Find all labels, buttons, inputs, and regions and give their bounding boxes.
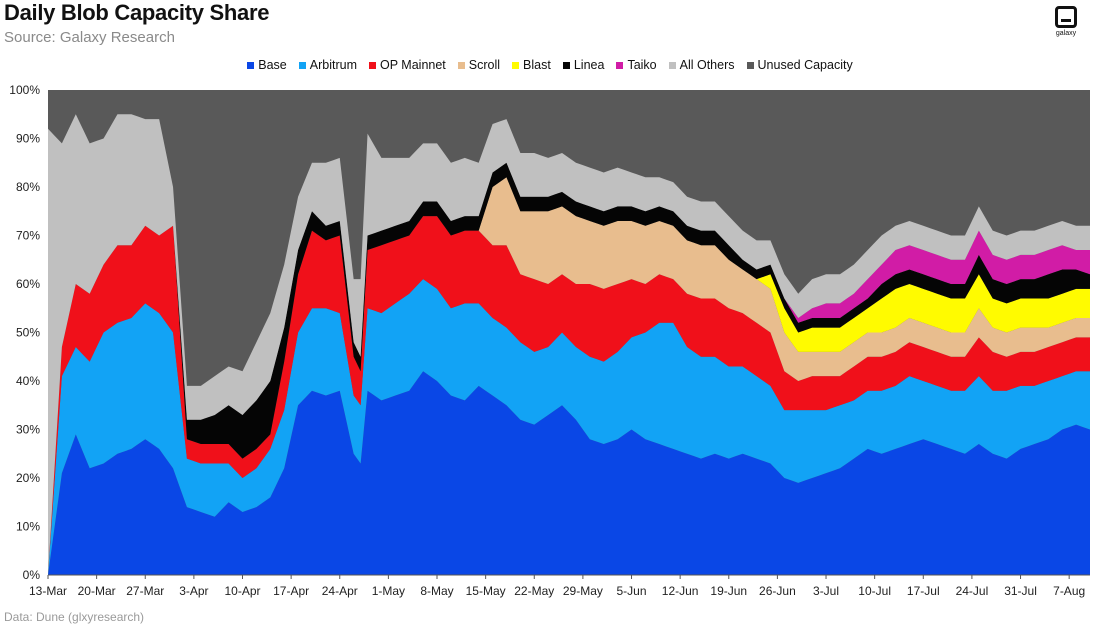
series-scroll: [48, 177, 1090, 576]
y-tick-label: 10%: [16, 520, 40, 534]
legend-swatch: [668, 61, 676, 69]
legend-swatch: [457, 61, 465, 69]
x-tick-label: 12-Jun: [662, 584, 699, 598]
x-tick-label: 19-Jun: [710, 584, 747, 598]
x-tick-label: 10-Apr: [224, 584, 260, 598]
x-tick-label: 8-May: [420, 584, 453, 598]
x-tick-label: 10-Jul: [858, 584, 891, 598]
legend-item-all-others: All Others: [668, 58, 735, 72]
galaxy-logo: galaxy: [1046, 6, 1086, 38]
chart-title: Daily Blob Capacity Share: [4, 0, 270, 25]
y-tick-label: 40%: [16, 374, 40, 388]
series-arbitrum: [48, 279, 1090, 575]
x-tick-label: 3-Jul: [813, 584, 839, 598]
legend-label: Blast: [523, 58, 551, 72]
legend-swatch: [369, 61, 376, 69]
x-tick-label: 22-May: [514, 584, 554, 598]
x-tick-label: 17-Apr: [273, 584, 309, 598]
legend-swatch: [247, 61, 255, 69]
y-tick-label: 20%: [16, 471, 40, 485]
legend-label: Base: [258, 58, 287, 72]
legend-swatch: [512, 61, 520, 69]
series-base: [48, 371, 1090, 575]
x-tick-label: 20-Mar: [78, 584, 116, 598]
series-all-others: [48, 114, 1090, 575]
x-tick-label: 26-Jun: [759, 584, 796, 598]
galaxy-logo-text: galaxy: [1055, 30, 1077, 37]
legend-item-base: Base: [247, 58, 287, 72]
y-tick-label: 0%: [23, 568, 41, 582]
x-tick-label: 24-Jul: [956, 584, 989, 598]
legend-label: OP Mainnet: [380, 58, 446, 72]
legend-swatch: [562, 61, 570, 69]
chart-subtitle: Source: Galaxy Research: [4, 29, 175, 46]
chart-legend: Base Arbitrum OP Mainnet Scroll Blast Linea Ta…: [0, 58, 1100, 72]
x-tick-label: 24-Apr: [322, 584, 358, 598]
y-tick-label: 60%: [16, 277, 40, 291]
legend-swatch: [616, 61, 624, 69]
y-tick-label: 100%: [9, 83, 40, 97]
y-tick-label: 90%: [16, 132, 40, 146]
y-tick-label: 80%: [16, 180, 40, 194]
data-source-note: Data: Dune (glxyresearch): [4, 610, 145, 624]
legend-item-taiko: Taiko: [616, 58, 657, 72]
x-tick-label: 3-Apr: [179, 584, 208, 598]
y-tick-label: 30%: [16, 423, 40, 437]
galaxy-logo-icon: [1055, 6, 1077, 28]
legend-swatch: [746, 61, 754, 69]
x-tick-label: 17-Jul: [907, 584, 940, 598]
x-tick-label: 31-Jul: [1004, 584, 1037, 598]
series-op-mainnet: [48, 216, 1090, 575]
legend-item-linea: Linea: [562, 58, 605, 72]
legend-item-arbitrum: Arbitrum: [298, 58, 357, 72]
legend-item-unused-capacity: Unused Capacity: [746, 58, 853, 72]
x-tick-label: 27-Mar: [126, 584, 164, 598]
x-tick-label: 15-May: [466, 584, 506, 598]
x-tick-label: 5-Jun: [617, 584, 647, 598]
legend-swatch: [298, 61, 306, 69]
legend-label: Arbitrum: [309, 58, 357, 72]
legend-label: Unused Capacity: [757, 58, 853, 72]
x-tick-label: 1-May: [372, 584, 405, 598]
legend-label: All Others: [679, 58, 735, 72]
legend-item-scroll: Scroll: [457, 58, 501, 72]
x-tick-label: 13-Mar: [29, 584, 67, 598]
x-tick-label: 29-May: [563, 584, 603, 598]
x-tick-label: 7-Aug: [1053, 584, 1085, 598]
legend-label: Taiko: [627, 58, 657, 72]
legend-label: Linea: [573, 58, 605, 72]
legend-item-blast: Blast: [512, 58, 551, 72]
y-tick-label: 70%: [16, 229, 40, 243]
legend-label: Scroll: [468, 58, 501, 72]
y-tick-label: 50%: [16, 326, 40, 340]
legend-item-op-mainnet: OP Mainnet: [369, 58, 446, 72]
